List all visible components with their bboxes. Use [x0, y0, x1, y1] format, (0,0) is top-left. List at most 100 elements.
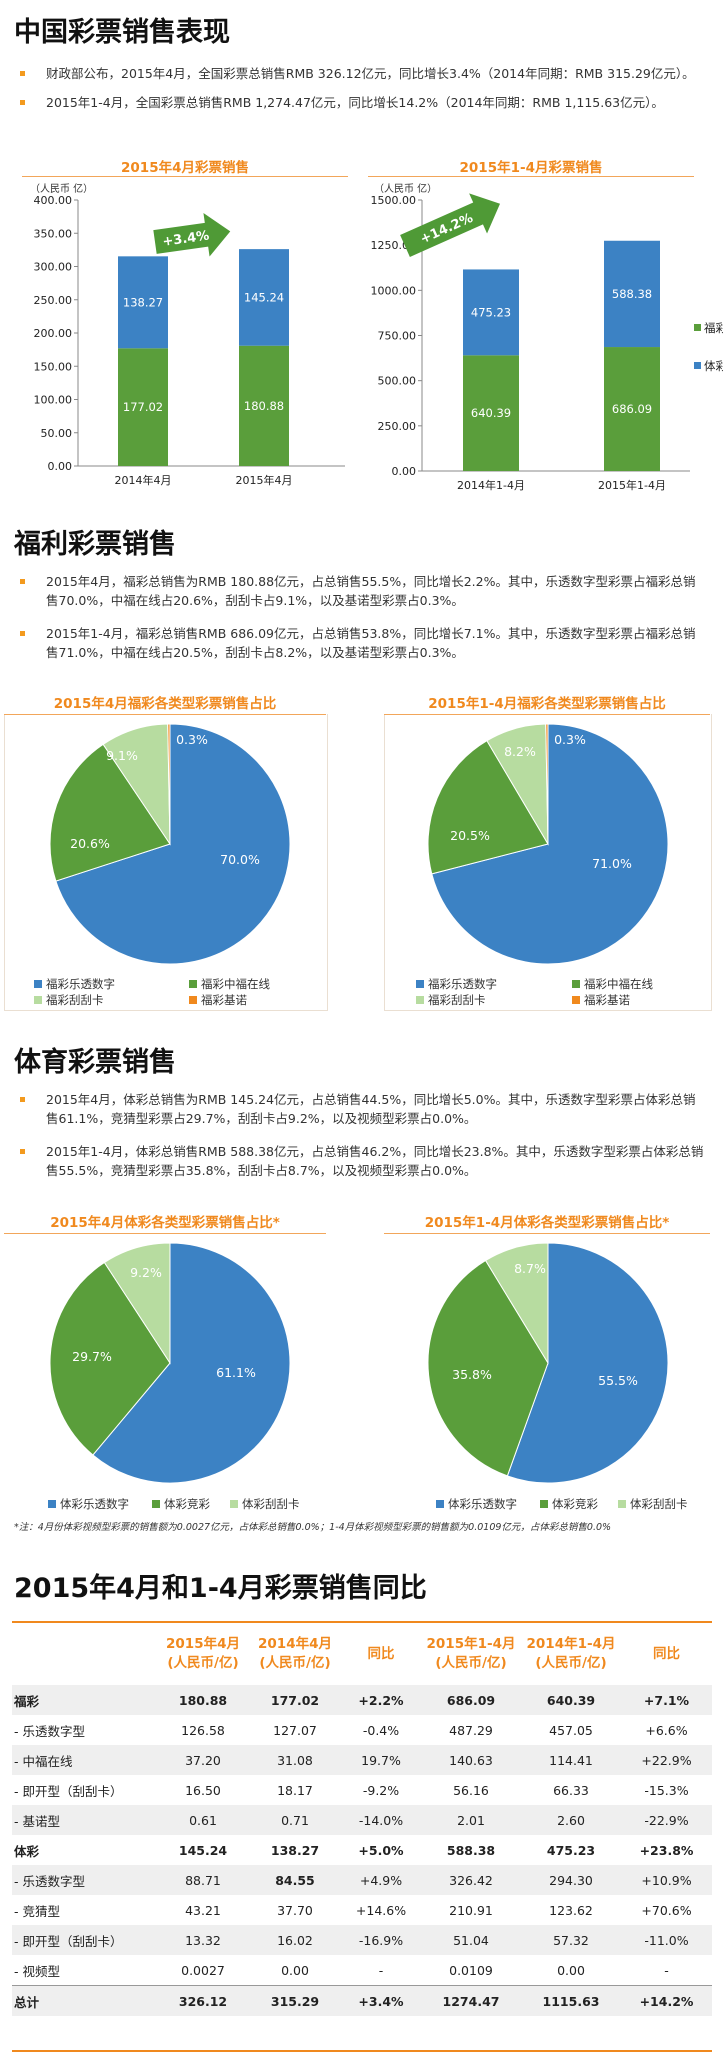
- growth-arrow-shape: [400, 193, 501, 257]
- table-cell: 138.27: [270, 1842, 320, 1858]
- table-row-label: 总计: [12, 1985, 157, 2016]
- panel-divider: [4, 1233, 326, 1234]
- legend-label: 福彩基诺: [584, 993, 630, 1007]
- y-tick-label: 300.00: [34, 261, 73, 274]
- table-cell: 84.55: [249, 1865, 341, 1895]
- table-cell: 210.91: [449, 1902, 493, 1918]
- table-cell: 31.08: [249, 1745, 341, 1775]
- table-header-row: 2015年4月 (人民币/亿) 2014年4月 (人民币/亿) 同比 2015年1-4…: [12, 1623, 712, 1685]
- table-row-label: - 视频型: [14, 1963, 60, 1979]
- growth-label: +3.4%: [162, 228, 211, 249]
- chart-title-welfare-april: 2015年4月福彩各类型彩票销售占比: [53, 696, 277, 712]
- table-cell: 457.05: [549, 1722, 593, 1738]
- pie-slice: [55, 723, 291, 965]
- table-row: - 乐透数字型 88.71 84.55 +4.9% 326.42 294.30 +10.9%: [12, 1865, 712, 1895]
- bullet-item: 2015年4月，福彩总销售为RMB 180.88亿元，占总销售55.5%，同比增…: [14, 572, 704, 610]
- legend-label: 福彩: [704, 321, 723, 335]
- table-row-label: - 乐透数字型: [14, 1723, 85, 1739]
- pie-data-label: 8.7%: [514, 1261, 546, 1276]
- y-axis-label: （人民币 亿）: [30, 182, 93, 195]
- legend-sports-april: 体彩乐透数字 体彩竞彩 体彩刮刮卡: [4, 1494, 326, 1514]
- legend-welfare-april: 福彩乐透数字 福彩中福在线福彩刮刮卡 福彩基诺: [4, 972, 326, 1008]
- pie-data-label: 0.3%: [176, 732, 208, 747]
- table-cell: +7.1%: [621, 1685, 712, 1715]
- table-row-label: - 中福在线: [12, 1745, 157, 1775]
- legend-swatch: [230, 1500, 238, 1508]
- legend-swatch: [694, 362, 701, 369]
- legend-item: 福彩乐透数字: [416, 976, 497, 992]
- legend-swatch: [34, 996, 42, 1004]
- legend-label: 福彩中福在线: [201, 977, 270, 991]
- table-cell: +5.0%: [358, 1842, 404, 1858]
- table-cell: 475.23: [546, 1842, 596, 1858]
- pie-chart-sports-jan-apr: 55.5% 35.8% 8.7%: [427, 1242, 669, 1484]
- table-cell: 0.61: [157, 1805, 249, 1835]
- pie-data-label: 55.5%: [598, 1373, 638, 1388]
- y-tick-label: 750.00: [378, 330, 417, 343]
- table-cell: -9.2%: [362, 1782, 400, 1798]
- chart-title-jan-apr-sales: 2015年1-4月彩票销售: [459, 160, 603, 176]
- panel-divider: [384, 1233, 710, 1234]
- pie-data-label: 29.7%: [72, 1349, 112, 1364]
- table-cell: +10.9%: [621, 1865, 712, 1895]
- table-cell: -15.3%: [644, 1782, 689, 1798]
- legend-item: 体彩乐透数字: [436, 1496, 517, 1512]
- table-header-cell: [12, 1623, 157, 1685]
- table-cell: +23.8%: [639, 1842, 694, 1858]
- table-cell: 43.21: [185, 1902, 221, 1918]
- table-cell: 123.62: [549, 1902, 593, 1918]
- y-tick-label: 150.00: [34, 360, 73, 373]
- table-header-cell: 2015年4月 (人民币/亿): [166, 1636, 240, 1671]
- y-tick-label: 1500.00: [371, 194, 417, 207]
- table-cell: 326.42: [421, 1865, 521, 1895]
- legend-item: 体彩乐透数字: [48, 1496, 129, 1512]
- bullet-item: 2015年1-4月，体彩总销售RMB 588.38亿元，占总销售46.2%，同比…: [14, 1142, 704, 1180]
- panel-divider: [368, 176, 694, 177]
- y-tick-label: 50.00: [41, 427, 73, 440]
- table-cell: 487.29: [449, 1722, 493, 1738]
- table-cell: 294.30: [521, 1865, 621, 1895]
- y-tick-label: 400.00: [34, 194, 73, 207]
- pie-data-label: 71.0%: [592, 856, 632, 871]
- bullet-item: 2015年4月，体彩总销售为RMB 145.24亿元，占总销售44.5%，同比增…: [14, 1090, 704, 1128]
- legend-swatch: [416, 996, 424, 1004]
- table-cell: 16.02: [249, 1925, 341, 1955]
- table-cell: 37.70: [277, 1902, 313, 1918]
- pie-data-label: 8.2%: [504, 744, 536, 759]
- legend-item: 福彩刮刮卡: [34, 992, 104, 1008]
- pie-slice: [49, 1261, 171, 1456]
- pie-chart-welfare-april: 70.0% 20.6% 9.1% 0.3%: [49, 723, 291, 965]
- pie-slice: [545, 723, 549, 845]
- table-row-label: - 基诺型: [12, 1805, 157, 1835]
- pie-slice: [103, 1242, 171, 1365]
- table-cell: 177.02: [249, 1685, 341, 1715]
- legend-item: 体彩竞彩: [540, 1496, 598, 1512]
- table-cell: 66.33: [553, 1782, 589, 1798]
- bar-welfare: [239, 345, 289, 466]
- y-tick-label: 500.00: [378, 375, 417, 388]
- table-row-label: 体彩: [14, 1843, 40, 1859]
- table-cell: 145.24: [178, 1842, 228, 1858]
- legend-label: 福彩基诺: [201, 993, 247, 1007]
- table-header-cell: 2015年1-4月 (人民币/亿): [426, 1636, 516, 1671]
- chart-title-april-sales: 2015年4月彩票销售: [121, 160, 249, 176]
- table-cell: -14.0%: [341, 1805, 421, 1835]
- chart-title-welfare-jan-apr: 2015年1-4月福彩各类型彩票销售占比: [428, 696, 666, 712]
- legend-label: 体彩乐透数字: [60, 1497, 129, 1511]
- panel-divider: [384, 714, 710, 715]
- comparison-table: 2015年4月 (人民币/亿) 2014年4月 (人民币/亿) 同比 2015年1-4…: [12, 1623, 712, 2016]
- table-cell: +3.4%: [341, 1985, 421, 2016]
- table-row: - 乐透数字型 126.58 127.07 -0.4% 487.29 457.05 +6.6…: [12, 1715, 712, 1745]
- table-cell: -: [378, 1962, 384, 1978]
- pie-chart-welfare-jan-apr: 71.0% 20.5% 8.2% 0.3%: [427, 723, 669, 965]
- pie-data-label: 20.5%: [450, 828, 490, 843]
- table-cell: 16.50: [185, 1782, 221, 1798]
- bar-data-label: 588.38: [612, 287, 652, 301]
- legend-item: 福彩基诺: [189, 992, 247, 1008]
- table-cell: +22.9%: [621, 1745, 712, 1775]
- table-cell: +6.6%: [645, 1722, 688, 1738]
- legend-label: 福彩乐透数字: [428, 977, 497, 991]
- legend-item: 福彩乐透数字: [34, 976, 115, 992]
- legend-swatch: [416, 980, 424, 988]
- legend-swatch: [572, 980, 580, 988]
